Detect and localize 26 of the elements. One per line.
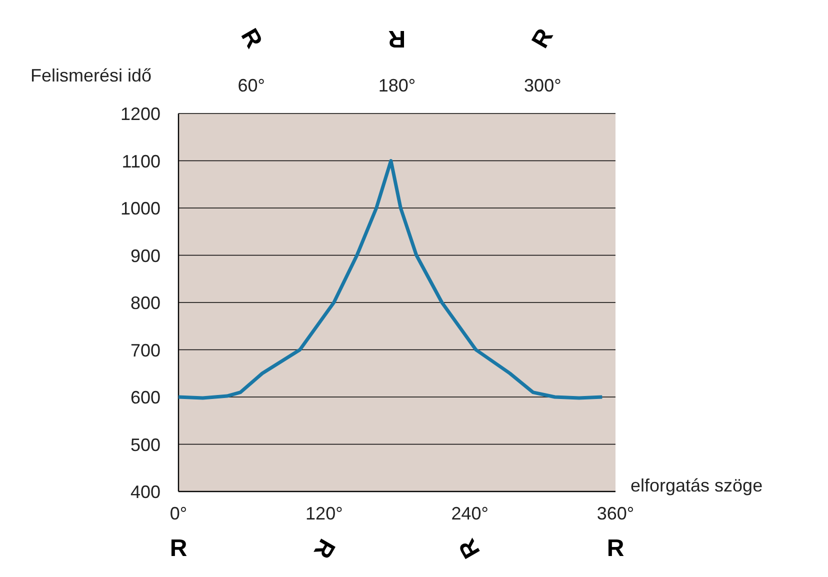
text: R [388, 25, 406, 52]
x-tick-label: 120° [306, 504, 343, 524]
text: R [308, 534, 340, 563]
x-tick-label: 0° [170, 504, 188, 524]
line-series [176, 159, 604, 400]
x-axis-title: elforgatás szöge [630, 476, 763, 496]
y-tick-label: 1100 [122, 151, 161, 172]
y-tick-label: 700 [130, 340, 161, 360]
text: R [170, 535, 188, 562]
y-tick-label: 1000 [120, 198, 161, 218]
y-tick-label: 800 [130, 293, 161, 313]
y-tick-label: 600 [130, 388, 161, 408]
x2-tick-label: 60° [238, 76, 265, 96]
x2-tick-label: 180° [378, 76, 416, 96]
y-tick-label: 1200 [120, 104, 161, 124]
y-axis-title: Felismerési idő [30, 66, 152, 86]
text: R [606, 535, 624, 562]
x-tick-label: 360° [596, 504, 634, 524]
x2-tick-label: 300° [524, 76, 562, 96]
x-tick-label: 240° [451, 504, 488, 524]
y-tick-label: 900 [130, 246, 161, 266]
text: R [235, 24, 268, 53]
text: R [526, 24, 559, 53]
y-tick-label: 400 [130, 482, 161, 502]
text: R [454, 534, 486, 563]
y-tick-label: 500 [130, 434, 161, 455]
